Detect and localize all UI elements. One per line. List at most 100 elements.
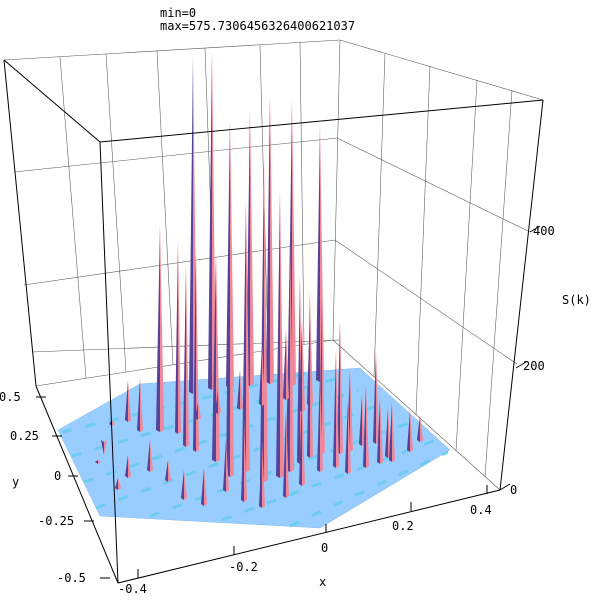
box-edge bbox=[3, 59, 37, 387]
z-tick-label: 0 bbox=[510, 483, 517, 497]
back-grid bbox=[3, 39, 544, 491]
peak bbox=[98, 460, 101, 464]
grid-line bbox=[59, 56, 87, 379]
y-tick-label: -0.5 bbox=[57, 571, 86, 585]
peak bbox=[420, 415, 423, 442]
peak bbox=[366, 385, 369, 468]
z-axis: 0 200 400 S(k) bbox=[499, 224, 591, 497]
peak bbox=[320, 375, 323, 472]
peak-shadow bbox=[147, 440, 150, 472]
peak-shadow bbox=[317, 375, 320, 472]
peak-shadow bbox=[385, 408, 388, 458]
max-label: max=575.7306456326400621037 bbox=[160, 19, 355, 33]
peak-shadow bbox=[175, 240, 178, 434]
peak bbox=[186, 265, 189, 447]
peak bbox=[240, 370, 243, 410]
peak-shadow bbox=[165, 460, 168, 482]
peak-shadow bbox=[212, 252, 216, 462]
peak bbox=[226, 440, 229, 492]
z-tick-label: 200 bbox=[523, 359, 545, 373]
peak-shadow bbox=[193, 250, 196, 452]
grid-line bbox=[156, 50, 174, 366]
peak-shadow bbox=[316, 125, 320, 382]
peak bbox=[392, 402, 395, 462]
peak bbox=[250, 110, 254, 386]
peak-shadow bbox=[359, 395, 362, 446]
peak-shadow bbox=[276, 190, 280, 478]
peak bbox=[320, 125, 324, 382]
peak bbox=[140, 378, 143, 432]
peak-shadow bbox=[286, 240, 290, 472]
peak-shadow bbox=[333, 350, 336, 468]
peak-shadow bbox=[377, 398, 380, 464]
peak-shadow bbox=[417, 415, 420, 442]
peak-shadow bbox=[260, 160, 264, 482]
surface-ridges bbox=[61, 368, 449, 528]
box-edge bbox=[99, 141, 119, 584]
peak-shadow bbox=[95, 460, 98, 464]
peak bbox=[290, 240, 294, 472]
peak-shadow bbox=[259, 440, 262, 508]
peak bbox=[128, 380, 131, 422]
box-edge bbox=[99, 99, 544, 143]
peak-shadow bbox=[223, 440, 226, 492]
peak bbox=[160, 225, 164, 432]
peak bbox=[410, 410, 413, 452]
front-box bbox=[3, 59, 544, 584]
peak bbox=[322, 300, 325, 454]
peak bbox=[128, 455, 131, 478]
peak-shadow bbox=[137, 378, 140, 432]
peak-shadow bbox=[115, 478, 118, 490]
peak bbox=[112, 420, 115, 426]
grid-line bbox=[332, 339, 501, 491]
peak bbox=[216, 252, 220, 462]
peak bbox=[350, 370, 353, 452]
peak bbox=[286, 410, 289, 498]
peak bbox=[380, 398, 383, 464]
peak bbox=[270, 95, 274, 384]
peak-shadow bbox=[389, 402, 392, 462]
ridge-line bbox=[289, 450, 449, 528]
peak bbox=[118, 478, 121, 490]
y-axis-label: y bbox=[12, 475, 19, 489]
grid-line bbox=[299, 41, 305, 345]
peak bbox=[280, 190, 284, 478]
peak bbox=[302, 395, 305, 486]
peak bbox=[184, 470, 187, 500]
grid-line bbox=[336, 137, 531, 233]
peak-shadow bbox=[242, 200, 246, 472]
peak bbox=[244, 418, 247, 502]
grid-line bbox=[484, 89, 513, 478]
peak-shadow bbox=[297, 275, 300, 464]
peak-shadow bbox=[283, 330, 286, 400]
x-tick-label: -0.4 bbox=[118, 582, 147, 596]
peak-shadow bbox=[373, 350, 376, 444]
peak bbox=[178, 240, 181, 434]
peak bbox=[264, 160, 268, 482]
y-tick-label: 0.25 bbox=[10, 429, 39, 443]
peak-shadow bbox=[215, 390, 218, 414]
peak-shadow bbox=[189, 55, 193, 394]
peak bbox=[168, 460, 171, 482]
x-axis: -0.4 -0.2 0 0.2 0.4 x bbox=[118, 485, 492, 596]
peak-shadow bbox=[307, 310, 310, 406]
x-tick-label: 0.4 bbox=[470, 503, 492, 517]
peak-shadow bbox=[237, 370, 240, 410]
y-tick-label: 0 bbox=[54, 469, 61, 483]
peak bbox=[150, 440, 153, 472]
grid-line bbox=[105, 53, 127, 373]
peak-shadow bbox=[183, 265, 186, 447]
peak bbox=[336, 350, 339, 468]
ridge-line bbox=[83, 388, 359, 484]
peak-shadow bbox=[259, 345, 262, 406]
peak-shadow bbox=[283, 410, 286, 498]
peak bbox=[104, 440, 107, 455]
grid-line bbox=[13, 137, 338, 173]
peak-shadow bbox=[226, 150, 230, 477]
x-tick-label: 0 bbox=[321, 541, 328, 555]
z-axis-label: S(k) bbox=[562, 293, 591, 307]
grid-line bbox=[415, 65, 431, 416]
peak-shadow bbox=[363, 385, 366, 468]
peak bbox=[310, 310, 313, 406]
